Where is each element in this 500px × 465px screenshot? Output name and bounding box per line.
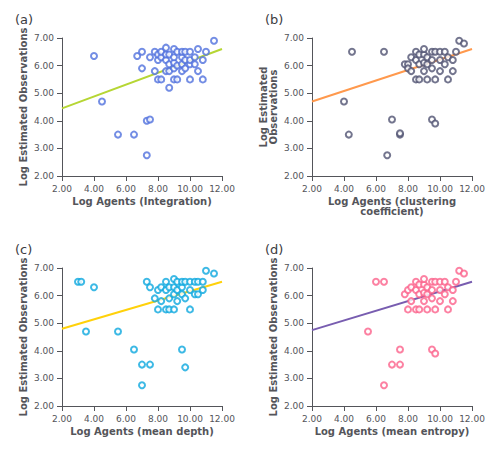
svg-text:12.00: 12.00 xyxy=(459,184,485,194)
svg-text:2.00: 2.00 xyxy=(302,414,322,424)
svg-text:12.00: 12.00 xyxy=(459,414,485,424)
svg-text:4.00: 4.00 xyxy=(284,346,304,356)
svg-text:4.00: 4.00 xyxy=(84,414,104,424)
svg-text:(a): (a) xyxy=(15,12,33,27)
svg-text:3.00: 3.00 xyxy=(284,373,304,383)
svg-text:Log Agents (Integration): Log Agents (Integration) xyxy=(72,196,211,207)
svg-text:12.00: 12.00 xyxy=(209,184,235,194)
svg-text:7.00: 7.00 xyxy=(284,263,304,273)
svg-text:7.00: 7.00 xyxy=(284,33,304,43)
svg-text:6.00: 6.00 xyxy=(366,184,386,194)
svg-text:2.00: 2.00 xyxy=(284,401,304,411)
svg-text:6.00: 6.00 xyxy=(366,414,386,424)
svg-text:6.00: 6.00 xyxy=(284,291,304,301)
svg-text:12.00: 12.00 xyxy=(209,414,235,424)
svg-text:6.00: 6.00 xyxy=(34,291,54,301)
svg-text:4.00: 4.00 xyxy=(34,116,54,126)
svg-text:2.00: 2.00 xyxy=(52,414,72,424)
svg-text:Log Estimated: Log Estimated xyxy=(257,66,269,148)
svg-text:Log Agents (clustering: Log Agents (clustering xyxy=(328,195,456,207)
svg-text:10.00: 10.00 xyxy=(177,414,203,424)
svg-text:2.00: 2.00 xyxy=(34,401,54,411)
svg-text:8.00: 8.00 xyxy=(398,184,418,194)
svg-text:2.00: 2.00 xyxy=(284,171,304,181)
svg-text:3.00: 3.00 xyxy=(34,143,54,153)
svg-text:Log Estimated Observations: Log Estimated Observations xyxy=(18,27,29,186)
svg-text:2.00: 2.00 xyxy=(34,171,54,181)
svg-text:8.00: 8.00 xyxy=(398,414,418,424)
svg-text:5.00: 5.00 xyxy=(34,88,54,98)
svg-text:6.00: 6.00 xyxy=(116,414,136,424)
svg-text:4.00: 4.00 xyxy=(34,346,54,356)
svg-text:3.00: 3.00 xyxy=(284,143,304,153)
svg-text:10.00: 10.00 xyxy=(177,184,203,194)
svg-text:5.00: 5.00 xyxy=(284,88,304,98)
svg-text:6.00: 6.00 xyxy=(284,61,304,71)
svg-text:Log Estimated Observations: Log Estimated Observations xyxy=(18,257,29,416)
svg-text:4.00: 4.00 xyxy=(334,184,354,194)
svg-text:10.00: 10.00 xyxy=(427,414,453,424)
svg-text:Log Agents (mean depth): Log Agents (mean depth) xyxy=(70,426,214,437)
svg-text:7.00: 7.00 xyxy=(34,33,54,43)
svg-text:8.00: 8.00 xyxy=(148,184,168,194)
svg-text:Log Estimated Observations: Log Estimated Observations xyxy=(268,257,279,416)
svg-text:4.00: 4.00 xyxy=(284,116,304,126)
svg-text:6.00: 6.00 xyxy=(116,184,136,194)
svg-text:10.00: 10.00 xyxy=(427,184,453,194)
svg-text:Log Agents (mean entropy): Log Agents (mean entropy) xyxy=(315,426,470,437)
svg-text:5.00: 5.00 xyxy=(34,318,54,328)
svg-text:6.00: 6.00 xyxy=(34,61,54,71)
svg-text:5.00: 5.00 xyxy=(284,318,304,328)
svg-text:7.00: 7.00 xyxy=(34,263,54,273)
svg-text:(b): (b) xyxy=(265,12,283,27)
svg-text:(d): (d) xyxy=(265,242,283,257)
svg-text:coefficient): coefficient) xyxy=(360,206,423,217)
svg-text:3.00: 3.00 xyxy=(34,373,54,383)
svg-text:2.00: 2.00 xyxy=(302,184,322,194)
svg-text:8.00: 8.00 xyxy=(148,414,168,424)
svg-text:4.00: 4.00 xyxy=(334,414,354,424)
svg-text:(c): (c) xyxy=(15,242,32,257)
svg-text:2.00: 2.00 xyxy=(52,184,72,194)
svg-text:4.00: 4.00 xyxy=(84,184,104,194)
svg-text:Observations: Observations xyxy=(268,70,279,145)
